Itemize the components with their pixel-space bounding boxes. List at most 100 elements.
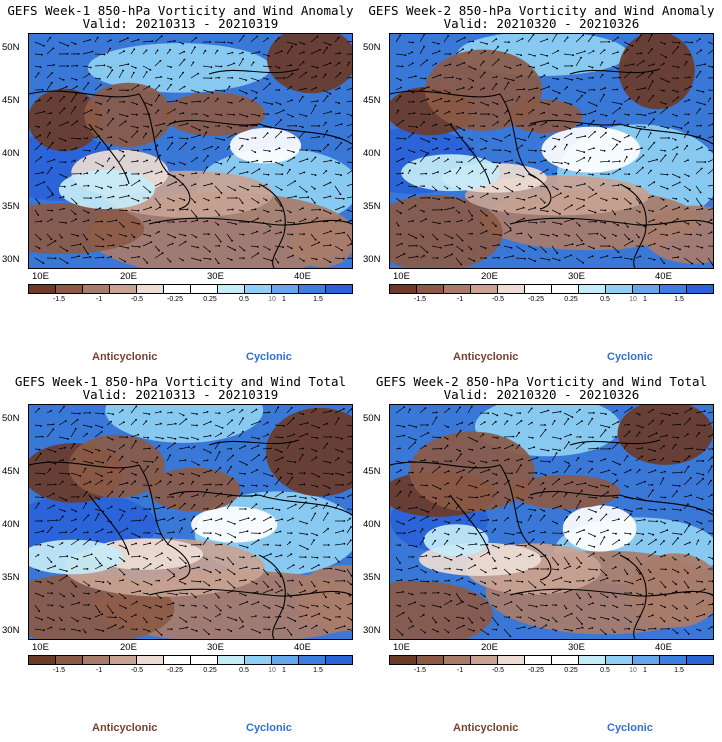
wind-vector-head: [401, 172, 404, 175]
colorbar-scale-mark: 10: [629, 296, 637, 303]
wind-vector-head: [577, 456, 580, 459]
wind-vector: [575, 442, 584, 450]
wind-vector-head: [301, 95, 304, 98]
wind-vector-head: [677, 571, 680, 573]
wind-vector: [611, 221, 619, 226]
wind-vector-head: [218, 441, 221, 444]
wind-vector: [479, 592, 485, 597]
wind-vector: [106, 48, 111, 55]
wind-vector: [46, 142, 54, 151]
wind-vector-head: [581, 623, 583, 625]
wind-vector-head: [474, 593, 477, 596]
wind-vector-head: [511, 159, 513, 162]
wind-vector-head: [49, 468, 52, 470]
wind-vector-head: [242, 430, 244, 433]
wind-vector: [455, 197, 465, 203]
wind-vector-head: [291, 45, 293, 48]
wind-vector: [262, 221, 271, 227]
wind-vector-head: [678, 41, 681, 44]
wind-vector: [575, 57, 582, 67]
wind-vector-head: [460, 498, 463, 501]
wind-vector-head: [135, 418, 137, 421]
vorticity-region: [68, 434, 165, 498]
wind-vector: [443, 170, 451, 175]
wind-vector: [166, 109, 175, 115]
wind-vector-head: [416, 565, 419, 568]
wind-vector-head: [265, 199, 268, 202]
wind-vector-head: [60, 236, 63, 239]
wind-vector-head: [668, 137, 670, 139]
wind-vector-head: [138, 255, 140, 258]
wind-vector: [479, 50, 486, 55]
wind-vector: [431, 616, 437, 623]
wind-vector: [70, 616, 78, 622]
wind-vector: [539, 472, 546, 476]
wind-vector-head: [304, 497, 307, 500]
wind-vector-head: [686, 433, 689, 436]
wind-vector-head: [618, 579, 620, 582]
wind-vector-head: [149, 563, 152, 565]
wind-vector-head: [294, 620, 297, 622]
wind-vector: [455, 577, 463, 582]
wind-vector-head: [270, 160, 273, 163]
wind-vector: [635, 147, 642, 151]
wind-vector-head: [655, 432, 658, 435]
wind-vector-head: [409, 490, 412, 493]
wind-vector: [527, 592, 534, 595]
wind-vector-head: [463, 129, 466, 131]
wind-vector: [58, 568, 67, 572]
wind-vector-head: [318, 612, 321, 615]
wind-vector: [491, 137, 502, 142]
wind-vector-head: [640, 34, 643, 36]
wind-vector-head: [510, 247, 513, 249]
wind-vector-head: [507, 517, 509, 519]
wind-vector-head: [567, 162, 570, 165]
wind-vector: [515, 484, 524, 488]
wind-vector-head: [327, 606, 329, 609]
wind-vector: [166, 197, 174, 202]
wind-vector-head: [511, 444, 514, 447]
wind-vector-head: [350, 574, 352, 577]
wind-vector-head: [702, 263, 705, 265]
wind-vector-head: [246, 171, 249, 173]
wind-vector: [671, 508, 681, 511]
wind-vector: [82, 256, 91, 259]
wind-vector-head: [616, 88, 618, 91]
wind-vector: [94, 207, 101, 211]
wind-vector: [238, 472, 245, 475]
wind-vector: [334, 232, 345, 235]
wind-vector: [70, 602, 80, 606]
colorbar: [389, 284, 714, 294]
panel-valid-dates: Valid: 20210313 - 20210319: [82, 387, 279, 402]
wind-vector: [443, 540, 448, 546]
wind-vector-head: [339, 608, 342, 610]
wind-vector-head: [483, 157, 486, 160]
wind-vector-head: [615, 436, 617, 438]
wind-vector-head: [267, 573, 269, 576]
wind-vector: [395, 469, 401, 474]
wind-vector-head: [591, 173, 594, 176]
wind-vector: [322, 528, 329, 534]
wind-vector-head: [233, 523, 236, 525]
wind-vector-head: [305, 149, 308, 152]
wind-vector-head: [626, 86, 628, 88]
wind-vector-head: [181, 482, 184, 485]
wind-vector-head: [642, 154, 645, 157]
wind-vector-head: [580, 123, 583, 126]
wind-vector: [647, 132, 652, 139]
wind-vector: [142, 484, 152, 486]
wind-vector-head: [462, 111, 465, 114]
wind-vector-head: [259, 532, 261, 535]
wind-vector: [310, 242, 320, 247]
wind-vector-head: [257, 444, 260, 447]
wind-vector: [142, 448, 150, 450]
wind-vector-head: [98, 78, 101, 80]
wind-vector: [94, 472, 103, 477]
wind-vector-head: [675, 583, 677, 586]
wind-vector-head: [315, 624, 318, 627]
wind-vector-head: [667, 248, 670, 250]
wind-vector-head: [256, 469, 259, 471]
wind-vector: [551, 89, 560, 94]
wind-vector-head: [53, 504, 55, 507]
wind-vector: [250, 436, 260, 439]
